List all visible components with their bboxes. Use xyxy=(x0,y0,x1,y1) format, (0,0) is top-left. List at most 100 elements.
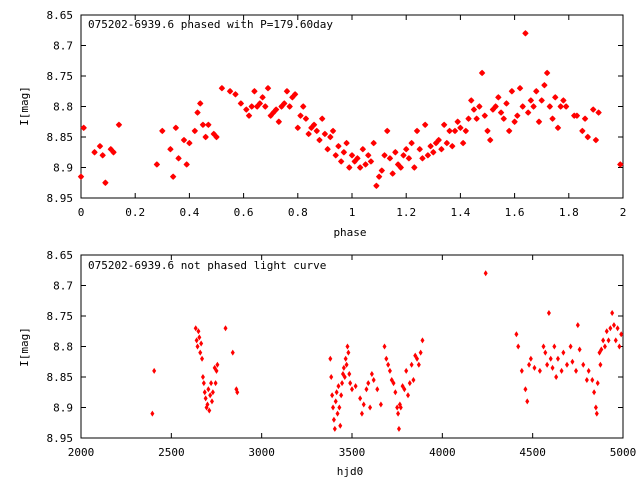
data-point xyxy=(579,127,586,135)
data-point xyxy=(535,118,543,125)
y-tick-label: 8.75 xyxy=(47,70,74,83)
data-point xyxy=(300,103,307,110)
data-point xyxy=(468,97,475,104)
data-point xyxy=(395,404,400,411)
data-point xyxy=(384,127,391,135)
data-point xyxy=(359,410,364,417)
data-point xyxy=(218,85,226,92)
data-point xyxy=(375,386,380,393)
data-point xyxy=(574,367,579,374)
data-point xyxy=(541,343,546,350)
y-tick-label: 8.8 xyxy=(53,101,73,114)
data-point xyxy=(610,309,615,316)
data-point xyxy=(411,377,416,384)
data-point xyxy=(420,337,425,344)
data-point xyxy=(199,121,207,128)
x-tick-label: 1 xyxy=(349,206,356,219)
data-point xyxy=(197,334,202,341)
data-point xyxy=(381,152,388,159)
data-point xyxy=(570,358,575,365)
x-tick-label: 0.4 xyxy=(179,206,199,219)
y-tick-label: 8.9 xyxy=(53,402,73,415)
data-point xyxy=(194,109,201,116)
data-point xyxy=(617,161,624,168)
data-point xyxy=(522,30,529,37)
data-point xyxy=(543,69,551,77)
y-tick-label: 8.65 xyxy=(47,249,74,262)
data-point xyxy=(264,85,272,92)
x-tick-label: 2000 xyxy=(68,446,95,459)
data-point xyxy=(608,325,613,332)
data-point xyxy=(462,127,470,135)
data-point xyxy=(96,142,104,150)
data-point xyxy=(543,349,548,356)
data-point xyxy=(80,124,87,132)
data-point xyxy=(478,69,486,77)
data-point xyxy=(503,100,510,107)
data-point xyxy=(483,270,488,277)
data-point xyxy=(316,136,323,144)
data-point xyxy=(207,407,212,414)
data-point xyxy=(196,328,201,335)
x-tick-label: 2 xyxy=(620,206,627,219)
data-point xyxy=(183,161,190,168)
data-point xyxy=(568,343,573,350)
data-point xyxy=(291,91,299,98)
data-point xyxy=(150,410,155,417)
data-point xyxy=(235,389,240,396)
data-point xyxy=(530,103,537,110)
data-point xyxy=(396,425,401,432)
data-point xyxy=(409,361,414,368)
data-point xyxy=(361,401,366,408)
data-point xyxy=(365,152,372,159)
data-point xyxy=(194,337,199,344)
data-point xyxy=(167,146,174,153)
x-tick-label: 0 xyxy=(78,206,85,219)
data-point xyxy=(99,152,106,159)
data-point xyxy=(230,349,235,356)
data-point xyxy=(554,374,559,380)
data-point xyxy=(440,121,448,128)
data-point xyxy=(262,103,269,110)
data-point xyxy=(368,404,373,411)
data-point xyxy=(346,349,351,356)
data-point xyxy=(397,164,404,171)
data-point xyxy=(336,383,341,390)
data-point xyxy=(346,164,353,171)
data-point xyxy=(435,136,442,144)
data-point xyxy=(405,155,413,162)
data-point xyxy=(382,343,387,350)
data-point xyxy=(392,149,399,156)
data-point xyxy=(243,106,250,113)
data-point xyxy=(446,127,453,135)
data-point xyxy=(561,349,566,356)
chart-title: 075202-6939.6 not phased light curve xyxy=(88,259,326,272)
y-axis-label: I[mag] xyxy=(18,327,31,367)
data-point xyxy=(256,100,264,107)
data-point xyxy=(481,112,488,119)
x-tick-label: 2500 xyxy=(158,446,185,459)
data-point xyxy=(555,355,560,362)
data-point xyxy=(110,149,117,156)
data-point xyxy=(327,133,334,141)
data-point xyxy=(102,179,109,186)
data-point xyxy=(348,380,353,387)
data-point xyxy=(430,149,437,156)
data-point xyxy=(369,370,374,377)
data-point xyxy=(337,404,342,411)
data-point xyxy=(328,355,333,362)
phased-light-curve-panel: 075202-6939.6 phased with P=179.60day ph… xyxy=(18,9,626,239)
data-point xyxy=(371,377,376,384)
data-point xyxy=(601,337,606,344)
data-point xyxy=(575,322,580,329)
data-point xyxy=(206,386,211,393)
data-point xyxy=(305,130,312,138)
y-tick-label: 8.95 xyxy=(47,192,74,205)
data-point xyxy=(402,386,407,393)
data-point xyxy=(457,124,464,132)
data-point xyxy=(400,152,407,159)
data-point xyxy=(205,121,212,128)
data-point xyxy=(283,88,291,95)
data-point xyxy=(564,361,569,368)
